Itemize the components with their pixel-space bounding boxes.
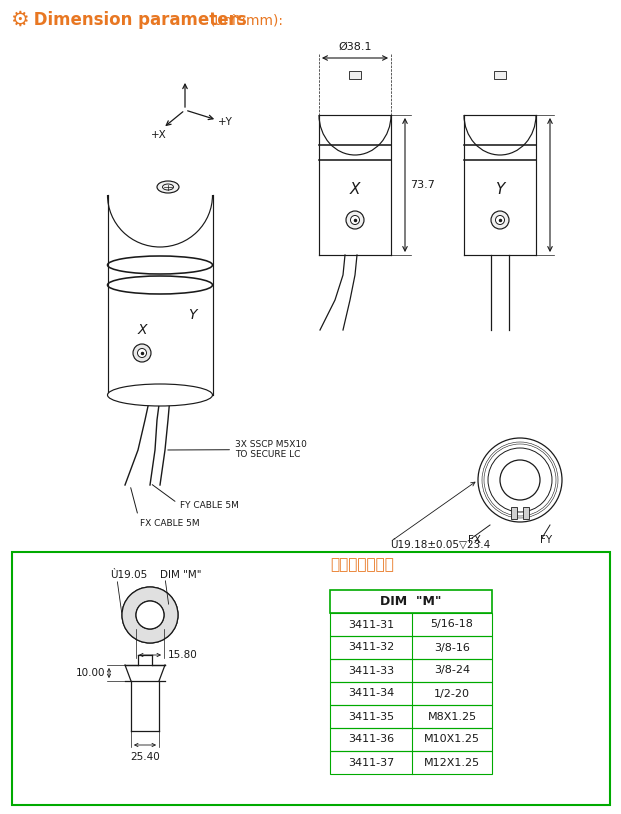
Text: FY: FY bbox=[540, 535, 552, 545]
Text: 5/16-18: 5/16-18 bbox=[430, 619, 473, 629]
Bar bbox=[511, 507, 517, 519]
Text: 选装换档适配器: 选装换档适配器 bbox=[330, 557, 394, 572]
Ellipse shape bbox=[107, 384, 212, 406]
Bar bbox=[12, 552, 610, 805]
Text: 3411-34: 3411-34 bbox=[348, 689, 394, 698]
Text: FX CABLE 5M: FX CABLE 5M bbox=[130, 488, 199, 527]
Text: M8X1.25: M8X1.25 bbox=[427, 711, 476, 721]
Bar bbox=[330, 590, 492, 613]
Text: +Y: +Y bbox=[217, 117, 232, 127]
Bar bbox=[330, 659, 492, 682]
Text: DIM  "M": DIM "M" bbox=[380, 595, 442, 608]
Text: Dimension parameters: Dimension parameters bbox=[28, 11, 247, 29]
Text: FY CABLE 5M: FY CABLE 5M bbox=[152, 484, 239, 510]
Text: Ø38.1: Ø38.1 bbox=[338, 42, 372, 52]
Text: 3411-36: 3411-36 bbox=[348, 734, 394, 745]
Text: X: X bbox=[137, 323, 147, 337]
Circle shape bbox=[346, 211, 364, 229]
Text: 3X SSCP M5X10
TO SECURE LC: 3X SSCP M5X10 TO SECURE LC bbox=[168, 440, 307, 459]
Text: ⚙: ⚙ bbox=[10, 10, 29, 30]
Bar bbox=[349, 71, 361, 79]
Ellipse shape bbox=[157, 181, 179, 193]
Bar bbox=[330, 682, 492, 705]
Text: Y: Y bbox=[188, 308, 196, 322]
Bar bbox=[330, 728, 492, 751]
Text: 3411-37: 3411-37 bbox=[348, 758, 394, 768]
Text: DIM "M": DIM "M" bbox=[160, 570, 201, 580]
Text: 10.00: 10.00 bbox=[76, 668, 105, 678]
Text: 73.7: 73.7 bbox=[410, 180, 435, 190]
Text: X: X bbox=[350, 182, 360, 198]
Text: FX: FX bbox=[468, 535, 481, 545]
Text: 3411-35: 3411-35 bbox=[348, 711, 394, 721]
Text: 1/2-20: 1/2-20 bbox=[434, 689, 470, 698]
Text: Ù19.18±0.05▽23.4: Ù19.18±0.05▽23.4 bbox=[390, 538, 490, 549]
Text: Ù19.05: Ù19.05 bbox=[110, 570, 147, 580]
Text: +X: +X bbox=[151, 130, 167, 140]
Bar bbox=[330, 613, 492, 636]
Text: M12X1.25: M12X1.25 bbox=[424, 758, 480, 768]
Circle shape bbox=[133, 344, 151, 362]
Bar bbox=[523, 507, 529, 519]
Circle shape bbox=[350, 216, 360, 225]
Circle shape bbox=[137, 348, 147, 357]
Text: Y: Y bbox=[496, 182, 505, 198]
Bar bbox=[330, 705, 492, 728]
Bar bbox=[494, 71, 506, 79]
Text: 3411-31: 3411-31 bbox=[348, 619, 394, 629]
Circle shape bbox=[496, 216, 504, 225]
Text: 3/8-24: 3/8-24 bbox=[434, 666, 470, 676]
Text: 3411-33: 3411-33 bbox=[348, 666, 394, 676]
Text: M10X1.25: M10X1.25 bbox=[424, 734, 480, 745]
Text: 25.40: 25.40 bbox=[130, 752, 160, 762]
Circle shape bbox=[491, 211, 509, 229]
Text: 3/8-16: 3/8-16 bbox=[434, 642, 470, 653]
Text: (unit:mm):: (unit:mm): bbox=[210, 13, 284, 27]
Bar bbox=[330, 636, 492, 659]
Circle shape bbox=[136, 601, 164, 629]
Text: 15.80: 15.80 bbox=[168, 650, 197, 660]
Text: 3411-32: 3411-32 bbox=[348, 642, 394, 653]
Bar bbox=[330, 751, 492, 774]
